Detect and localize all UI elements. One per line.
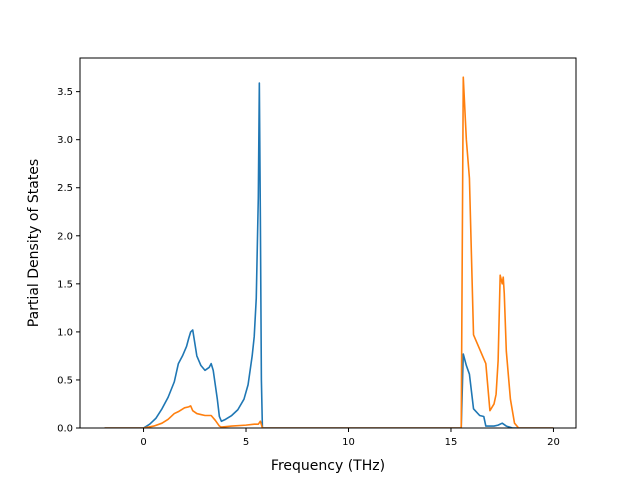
y-tick-label: 1.5 — [57, 279, 73, 290]
x-tick-label: 15 — [445, 437, 458, 448]
y-tick-label: 1.0 — [57, 327, 73, 338]
x-tick-label: 0 — [140, 437, 146, 448]
y-tick-label: 0.0 — [57, 424, 73, 435]
series-layer — [104, 76, 554, 428]
x-tick-label: 20 — [547, 437, 560, 448]
plot-background — [80, 58, 576, 428]
plot-frame — [79, 57, 577, 429]
x-tick-label: 5 — [243, 437, 249, 448]
y-tick-label: 3.5 — [57, 87, 73, 98]
y-axis-ticks: 0.0 0.5 1.0 1.5 2.0 2.5 3.0 3.5 — [57, 87, 80, 435]
series-line-2 — [104, 76, 554, 428]
series-line-1 — [104, 82, 554, 428]
y-axis-title: Partial Density of States — [26, 159, 42, 327]
x-axis-title: Frequency (THz) — [271, 458, 385, 474]
y-tick-label: 2.5 — [57, 183, 73, 194]
x-axis-ticks: 0 5 10 15 20 — [140, 428, 560, 448]
x-tick-label: 10 — [342, 437, 355, 448]
y-tick-label: 0.5 — [57, 375, 73, 386]
y-tick-label: 3.0 — [57, 135, 73, 146]
y-tick-label: 2.0 — [57, 231, 73, 242]
